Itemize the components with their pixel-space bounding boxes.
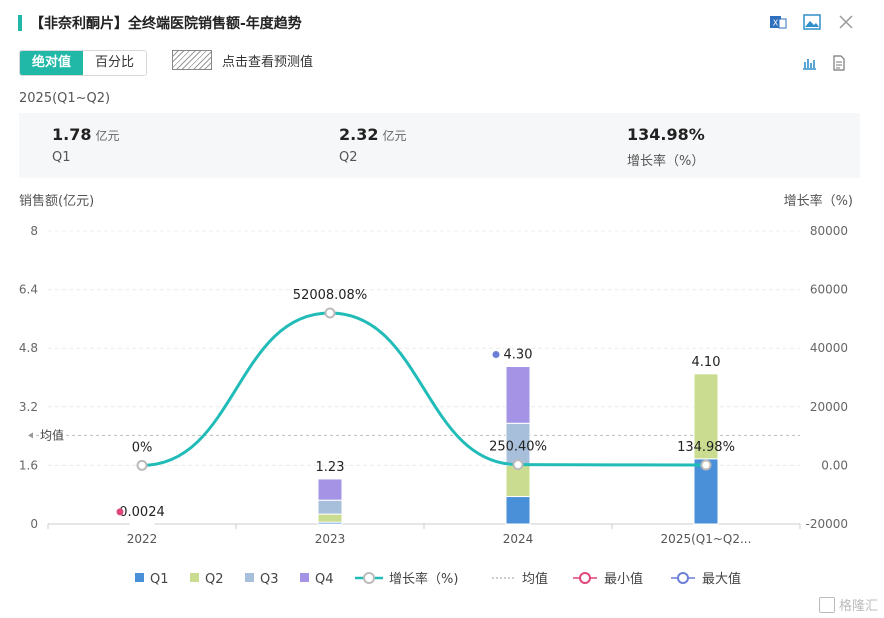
total-label: 0.0024 <box>119 505 165 520</box>
legend-label-min: 最小值 <box>604 571 643 587</box>
forecast-hatch-swatch <box>172 50 212 70</box>
growth-rate-label: 52008.08% <box>293 288 367 303</box>
summary-q1-unit: 亿元 <box>95 129 120 143</box>
summary-panel: 1.78 亿元 Q1 2.32 亿元 Q2 134.98% 增长率（%） <box>19 113 860 178</box>
growth-rate-point <box>324 307 336 319</box>
watermark-logo-icon <box>818 596 835 613</box>
right-tick-label: 60000 <box>810 283 848 297</box>
x-tick-label: 2025(Q1~Q2... <box>661 532 752 546</box>
bar-q4 <box>129 522 155 525</box>
left-axis-title: 销售额(亿元) <box>19 194 95 209</box>
left-tick-label: 6.4 <box>19 283 38 297</box>
x-tick-label: 2022 <box>127 532 158 546</box>
growth-rate-label: 134.98% <box>677 440 735 455</box>
legend-max-point <box>677 572 689 584</box>
bar-q2 <box>505 464 531 498</box>
growth-rate-point <box>700 459 712 471</box>
min-marker-dot <box>116 508 124 516</box>
right-tick-label: 80000 <box>810 224 848 238</box>
growth-rate-line <box>141 311 707 467</box>
summary-q2: 2.32 亿元 Q2 <box>339 125 407 165</box>
summary-growth-label: 增长率（%） <box>627 154 705 169</box>
forecast-label: 点击查看预测值 <box>222 54 314 70</box>
percentage-tab[interactable]: 百分比 <box>83 51 147 75</box>
bar-q4 <box>317 478 343 501</box>
growth-rate-label: 0% <box>132 440 153 455</box>
legend-swatch-q4 <box>300 573 309 582</box>
table-view-icon[interactable] <box>829 53 849 73</box>
growth-rate-point <box>512 459 524 471</box>
max-marker-dot <box>492 351 500 359</box>
summary-q2-value: 2.32 <box>339 125 379 144</box>
svg-text:X: X <box>773 19 779 28</box>
chart-title: 【非奈利酮片】全终端医院销售额-年度趋势 <box>30 16 302 32</box>
left-tick-label: 3.2 <box>19 400 38 414</box>
total-label: 4.10 <box>692 355 721 370</box>
legend-swatch-q1 <box>135 573 144 582</box>
x-tick-label: 2023 <box>315 532 346 546</box>
legend-label-q4: Q4 <box>315 572 334 587</box>
right-tick-label: 0.00 <box>821 458 848 472</box>
total-label: 1.23 <box>316 460 345 475</box>
left-tick-label: 8 <box>30 224 38 238</box>
image-export-icon[interactable] <box>802 12 822 32</box>
bar-chart-view-icon[interactable] <box>799 53 819 73</box>
top-icon-group: X <box>768 12 856 32</box>
bar-q4 <box>505 366 531 424</box>
chart-title-bar: 【非奈利酮片】全终端医院销售额-年度趋势 <box>18 12 302 34</box>
watermark: 格隆汇 <box>818 595 878 614</box>
summary-q1-value: 1.78 <box>52 125 92 144</box>
bar-q2 <box>693 373 719 460</box>
legend-label-q3: Q3 <box>260 572 279 587</box>
sales-trend-chart: 0 1.6 3.2 4.8 6.4 8 -20000 0.00 20000 40000 60000 8… <box>19 224 848 587</box>
summary-q2-label: Q2 <box>339 150 358 165</box>
legend-label-q1: Q1 <box>150 572 169 587</box>
average-pointer-icon <box>28 432 33 439</box>
summary-q2-unit: 亿元 <box>382 129 407 143</box>
right-tick-label: -20000 <box>805 517 848 531</box>
x-tick-label: 2024 <box>503 532 534 546</box>
excel-export-icon[interactable]: X <box>768 12 788 32</box>
bar-q3 <box>317 499 343 515</box>
average-label: 均值 <box>40 427 64 442</box>
view-icon-group <box>799 53 849 73</box>
growth-rate-point <box>136 459 148 471</box>
legend-label-max: 最大值 <box>702 571 741 587</box>
legend-label-q2: Q2 <box>205 572 224 587</box>
left-tick-label: 1.6 <box>19 458 38 472</box>
title-accent-bar <box>18 15 22 31</box>
legend-label-growth: 增长率（%) <box>389 571 458 587</box>
left-tick-label: 0 <box>30 517 38 531</box>
right-tick-label: 40000 <box>810 341 848 355</box>
legend-growth-point <box>363 572 375 584</box>
legend-min-point <box>579 572 591 584</box>
right-axis-title: 增长率（%) <box>783 194 853 209</box>
close-icon[interactable] <box>836 12 856 32</box>
summary-q1: 1.78 亿元 Q1 <box>52 125 120 165</box>
summary-q1-label: Q1 <box>52 150 71 165</box>
forecast-toggle[interactable]: 点击查看预测值 <box>172 50 313 70</box>
legend-label-average: 均值 <box>522 571 548 587</box>
absolute-value-tab[interactable]: 绝对值 <box>20 51 84 75</box>
watermark-text: 格隆汇 <box>838 599 878 614</box>
legend-swatch-q2 <box>190 573 199 582</box>
growth-rate-label: 250.40% <box>489 440 547 455</box>
summary-growth-value: 134.98% <box>627 125 705 144</box>
total-label: 4.30 <box>504 348 533 363</box>
summary-growth: 134.98% 增长率（%） <box>627 125 705 169</box>
period-label: 2025(Q1~Q2) <box>19 91 111 106</box>
right-tick-label: 20000 <box>810 400 848 414</box>
left-tick-label: 4.8 <box>19 341 38 355</box>
bar-q2 <box>317 513 343 523</box>
bar-q1 <box>505 496 531 525</box>
value-mode-toggle: 绝对值 百分比 <box>19 50 148 76</box>
legend-swatch-q3 <box>245 573 254 582</box>
